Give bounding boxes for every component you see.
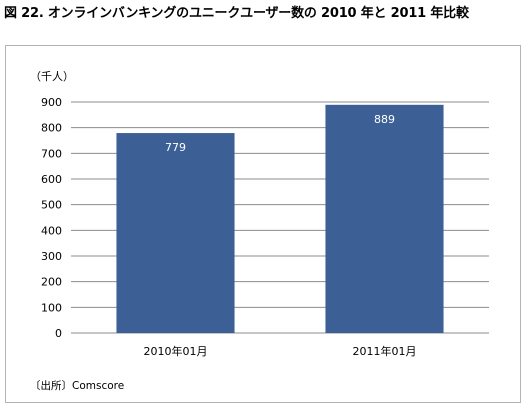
y-tick-label: 800	[41, 122, 62, 135]
y-unit-label: （千人）	[30, 70, 74, 83]
y-tick-label: 300	[41, 250, 62, 263]
y-tick-label: 0	[55, 327, 62, 340]
y-tick-label: 400	[41, 224, 62, 237]
y-tick-label: 500	[41, 199, 62, 212]
y-tick-label: 200	[41, 276, 62, 289]
x-axis-categories: 2010年01月 2011年01月	[144, 344, 417, 358]
bars: 779 889	[116, 104, 444, 333]
bar	[116, 133, 235, 333]
y-tick-label: 100	[41, 301, 62, 314]
x-category-label: 2010年01月	[144, 344, 208, 358]
bar	[325, 104, 444, 333]
y-axis-ticks: 0 100 200 300 400 500 600 700 800 900	[41, 96, 62, 340]
y-tick-label: 600	[41, 173, 62, 186]
y-tick-label: 700	[41, 147, 62, 160]
chart-title: 図 22. オンラインバンキングのユニークユーザー数の 2010 年と 2011…	[4, 6, 469, 21]
bar-data-label: 779	[165, 141, 186, 154]
bar-chart: （千人） 779 889 0 100 200 300 400 500 600 700 800 900…	[30, 70, 489, 392]
bar-data-label: 889	[374, 113, 395, 126]
x-category-label: 2011年01月	[353, 344, 417, 358]
source-note: 〔出所〕Comscore	[30, 379, 124, 392]
chart-frame: （千人） 779 889 0 100 200 300 400 500 600 700 800 900…	[5, 45, 521, 403]
y-tick-label: 900	[41, 96, 62, 109]
